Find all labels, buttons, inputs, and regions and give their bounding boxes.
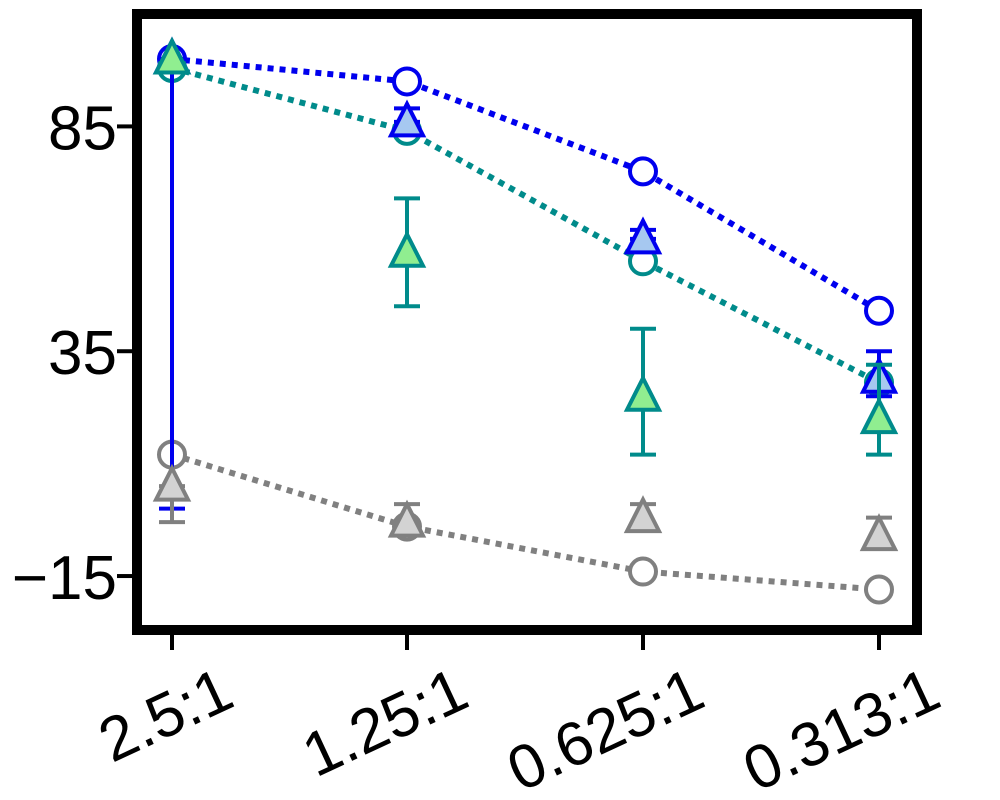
y-tick-label: 85 [48, 94, 117, 163]
plot-frame [132, 9, 922, 635]
labels-layer: 85 35 −15 2.5:1 1.25:1 0.625:1 0.313:1 [12, 94, 950, 800]
data-point-triangle [623, 373, 663, 412]
series-layer [171, 55, 881, 593]
data-point-circle [628, 556, 658, 587]
data-point-triangle [387, 99, 427, 138]
data-point-circle [864, 295, 894, 326]
y-tick-label: 35 [48, 319, 117, 388]
data-point-triangle [859, 513, 899, 552]
data-point-triangle [152, 463, 192, 502]
data-point-triangle [152, 36, 192, 75]
x-tick-label: 2.5:1 [89, 655, 243, 776]
x-tick-label: 1.25:1 [293, 655, 478, 790]
series-line [171, 451, 880, 593]
series-line [171, 65, 881, 386]
series-line [171, 55, 881, 314]
x-tick-label: 0.313:1 [733, 655, 950, 800]
data-point-triangle [623, 216, 663, 255]
data-point-circle [392, 66, 422, 97]
data-point-circle [628, 156, 658, 187]
data-point-triangle [387, 229, 427, 268]
data-point-triangle [859, 396, 899, 435]
data-point-triangle [623, 495, 663, 534]
y-tick-label: −15 [12, 544, 117, 613]
data-point-triangle [387, 499, 427, 538]
markers-layer [152, 36, 899, 605]
x-tick-label: 0.625:1 [497, 655, 714, 800]
data-point-circle [864, 574, 894, 605]
ticks-layer [117, 124, 881, 650]
